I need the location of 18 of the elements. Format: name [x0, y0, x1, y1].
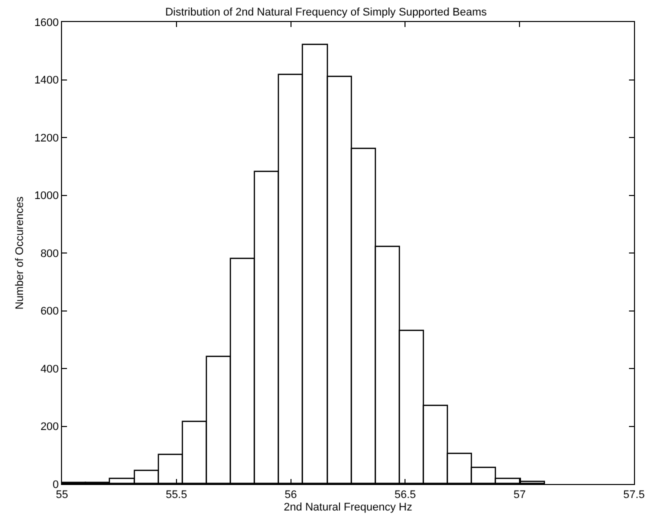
- x-tick-label: 56.5: [394, 489, 416, 502]
- y-tick-label: 200: [40, 421, 59, 434]
- y-tick-label: 1400: [34, 74, 59, 87]
- y-tick-label: 0: [52, 478, 59, 491]
- y-tick-label: 400: [40, 363, 59, 376]
- x-tick-label: 55.5: [166, 489, 188, 502]
- y-tick-label: 800: [40, 248, 59, 260]
- x-tick-label: 57: [513, 489, 526, 502]
- y-tick-label: 1000: [34, 190, 59, 202]
- x-tick-label: 56: [284, 489, 297, 502]
- y-tick-label: 1600: [34, 16, 59, 29]
- x-tick-label: 57.5: [623, 489, 645, 502]
- x-tick-label: 55: [56, 489, 68, 502]
- chart-title: Distribution of 2nd Natural Frequency of Simply Supported Beams: [165, 6, 488, 18]
- x-axis-title: 2nd Natural Frequency Hz: [284, 501, 412, 514]
- y-tick-label: 600: [40, 306, 59, 318]
- y-tick-label: 1200: [34, 132, 59, 144]
- y-axis-title: Number of Occurences: [14, 196, 26, 310]
